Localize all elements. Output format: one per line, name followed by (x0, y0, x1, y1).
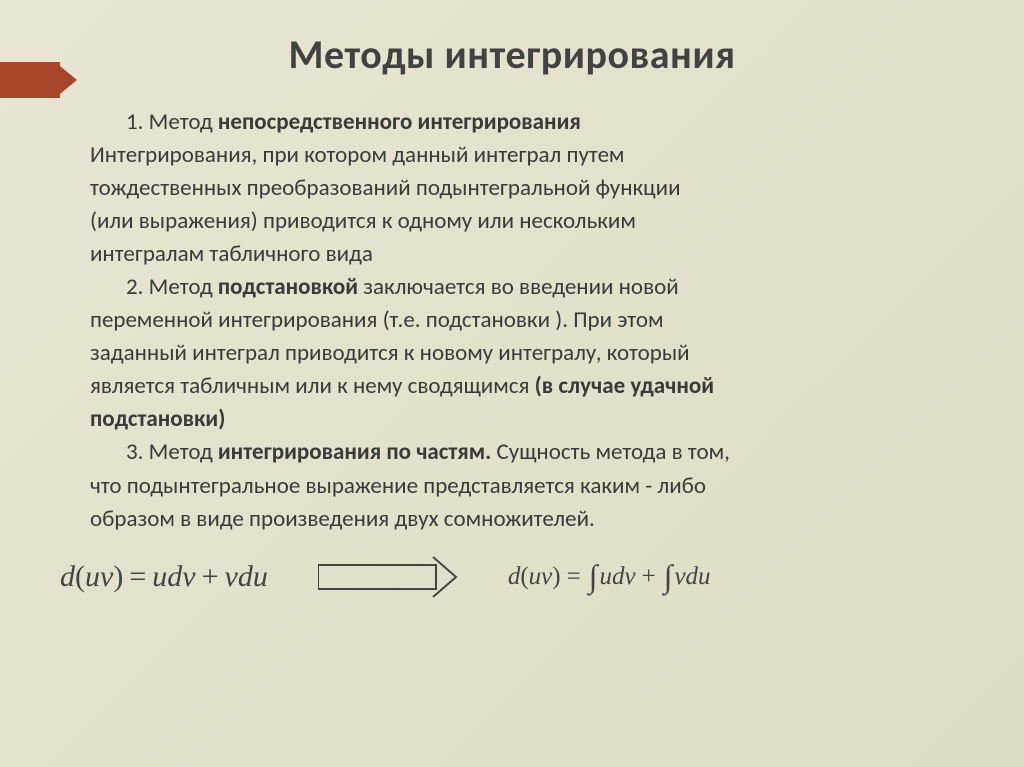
method-2-lead: Метод (149, 273, 213, 301)
arrow-icon (318, 555, 458, 599)
fl-open: ( (75, 560, 85, 594)
fr-uv: uv (529, 563, 553, 591)
method-2-line-4: является табличным или к нему сводящимся… (90, 371, 984, 402)
method-3-number: 3. (126, 438, 143, 466)
method-2-tail-1: заключается во введении новой (363, 273, 678, 301)
fl-vdu: vdu (225, 560, 268, 594)
method-1-lead: Метод (149, 108, 213, 136)
method-2-name: подстановкой (218, 273, 358, 301)
method-1-line-1: Интегрирования, при котором данный интег… (90, 140, 984, 171)
method-2-number: 2. (126, 273, 143, 301)
method-1-number: 1. (126, 108, 143, 136)
fr-close: ) (552, 563, 560, 591)
method-1-name: непосредственного интегрирования (218, 108, 581, 136)
method-3-line-2: что подынтегральное выражение представля… (90, 471, 984, 502)
body-text: 1. Метод непосредственного интегрировани… (0, 79, 1024, 535)
method-3-line-3: образом в виде произведения двух сомножи… (90, 504, 984, 535)
method-2-line-3: заданный интеграл приводится к новому ин… (90, 338, 984, 369)
method-1-line-4: интегралам табличного вида (90, 239, 984, 270)
fr-d: d (508, 563, 521, 591)
method-2-heading: 2. Метод подстановкой заключается во вве… (90, 272, 984, 303)
fl-close: ) (113, 560, 123, 594)
formula-right: d ( uv ) = ∫ udv + ∫ vdu (508, 563, 711, 591)
fr-plus: + (642, 563, 656, 591)
method-2-line-4a: является табличным или к нему сводящимся (90, 372, 529, 400)
method-1-line-3: (или выражения) приводится к одному или … (90, 206, 984, 237)
fl-eq: = (129, 560, 146, 594)
method-2-line-5b: подстановки) (90, 404, 984, 435)
fl-plus: + (202, 560, 219, 594)
fr-int2: ∫ (664, 567, 673, 586)
method-3-lead: Метод (149, 438, 213, 466)
formula-left: d ( uv ) = udv + vdu (60, 560, 268, 594)
fr-open: ( (520, 563, 528, 591)
fr-vdu: vdu (674, 563, 710, 591)
fl-udv: udv (152, 560, 195, 594)
method-1-heading: 1. Метод непосредственного интегрировани… (90, 107, 984, 138)
formula-row: d ( uv ) = udv + vdu d ( uv ) = ∫ udv + … (0, 537, 1024, 599)
method-3-name: интегрирования по частям. (218, 438, 491, 466)
method-2-line-2: переменной интегрирования (т.е. подстано… (90, 305, 984, 336)
fr-udv: udv (599, 563, 635, 591)
method-3-heading: 3. Метод интегрирования по частям. Сущно… (90, 437, 984, 468)
page-title: Методы интегрирования (0, 0, 1024, 79)
fl-uv: uv (85, 560, 113, 594)
fl-d: d (60, 560, 75, 594)
method-1-line-2: тождественных преобразований подынтеграл… (90, 173, 984, 204)
method-3-tail-1: Сущность метода в том, (497, 438, 730, 466)
method-2-line-4b: (в случае удачной (535, 372, 714, 400)
fr-int1: ∫ (589, 567, 598, 586)
fr-eq: = (567, 563, 581, 591)
